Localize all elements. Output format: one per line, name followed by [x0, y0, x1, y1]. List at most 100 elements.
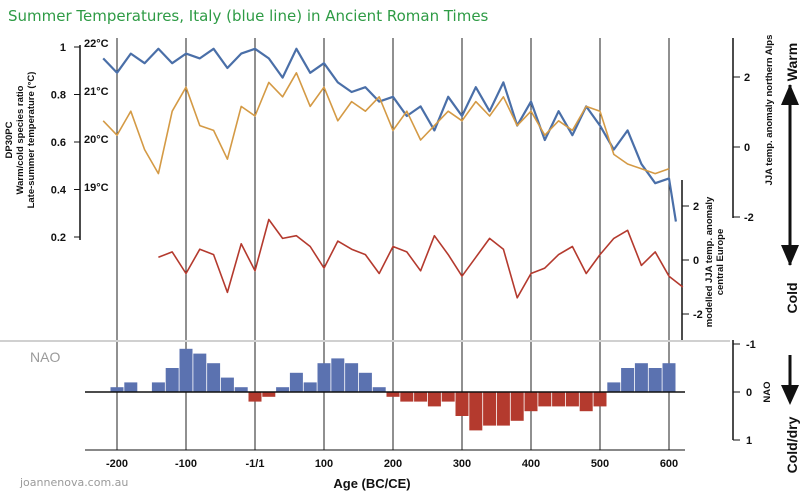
nao-bar	[510, 392, 524, 421]
x-axis: -200 -100 -1/1 100 200 300 400 500 600 Age (BC/C…	[85, 449, 685, 491]
nao-bar	[483, 392, 497, 426]
nao-bar	[345, 363, 359, 392]
x-tick-label: 200	[384, 458, 402, 470]
x-tick-label: -200	[106, 458, 128, 470]
nao-bar	[496, 392, 510, 426]
temp-tick-label: 21°C	[84, 86, 109, 98]
nao-bar	[151, 382, 165, 392]
nao-bar	[579, 392, 593, 412]
nao-axis: -1 0 1 NAO	[732, 339, 773, 447]
mid-axis: 2 0 -2 modelled JJA temp. anomalycentral E…	[681, 180, 726, 340]
warm-label: Warm	[784, 43, 800, 81]
nao-bar	[331, 358, 345, 392]
arrow-down-icon	[781, 385, 799, 405]
x-tick-label: 600	[660, 458, 678, 470]
arrow-down-icon	[781, 245, 799, 266]
nao-bar	[538, 392, 552, 407]
left-axis-label-line: DP30PC	[4, 121, 15, 158]
nao-bar	[220, 377, 234, 392]
right-tick-label: 2	[744, 72, 750, 84]
nao-panel-label: NAO	[30, 349, 60, 365]
nao-bar	[289, 372, 303, 392]
x-tick-label: 400	[522, 458, 540, 470]
nao-bar	[179, 348, 193, 392]
nao-bar	[303, 382, 317, 392]
x-tick-label: 500	[591, 458, 609, 470]
cold-dry-label: Cold/dry	[784, 416, 800, 473]
chart-title: Summer Temperatures, Italy (blue line) i…	[8, 7, 489, 25]
mid-axis-label: modelled JJA temp. anomalycentral Europe	[704, 196, 726, 327]
left-axis-label-line: Late-summer temperature (°C)	[26, 72, 37, 209]
nao-bar	[358, 372, 372, 392]
nao-bar	[565, 392, 579, 407]
series-lines	[102, 47, 684, 299]
x-tick-label: -100	[175, 458, 197, 470]
nao-bar	[524, 392, 538, 412]
nao-bar	[648, 368, 662, 392]
nao-bar	[372, 387, 386, 392]
right-tick-label: 0	[744, 142, 750, 154]
series-line-red	[158, 218, 684, 299]
left-axis-label-line: Warm/cold species ratio	[15, 85, 26, 194]
nao-bar	[207, 363, 221, 392]
nao-tick-label: 0	[746, 387, 752, 399]
nao-axis-label: NAO	[762, 381, 773, 402]
nao-bar	[262, 392, 276, 397]
left-tick-label: 1	[60, 42, 66, 54]
nao-bar	[400, 392, 414, 402]
nao-bar	[552, 392, 566, 407]
nao-bar	[427, 392, 441, 407]
left-tick-label: 0.6	[51, 137, 66, 149]
nao-bar	[165, 368, 179, 392]
left-tick-label: 0.2	[51, 232, 66, 244]
series-line-blue	[102, 47, 677, 222]
nao-bar	[124, 382, 138, 392]
nao-bar	[662, 363, 676, 392]
nao-bar	[455, 392, 469, 416]
nao-bar	[386, 392, 400, 397]
mid-axis-label-line: central Europe	[715, 229, 726, 296]
temp-tick-label: 20°C	[84, 134, 109, 146]
mid-tick-label: 2	[693, 201, 699, 213]
nao-bar	[414, 392, 428, 402]
warm-cold-indicator: Warm Cold	[781, 43, 800, 314]
x-tick-label: 100	[315, 458, 333, 470]
left-axis-label: DP30PCWarm/cold species ratioLate-summer…	[4, 72, 37, 209]
nao-bar	[276, 387, 290, 392]
nao-bar	[110, 387, 124, 392]
arrow-up-icon	[781, 84, 799, 105]
nao-tick-label: -1	[746, 339, 756, 351]
site-credit: joannenova.com.au	[19, 476, 128, 489]
panel-divider	[0, 340, 730, 342]
cold-label: Cold	[784, 282, 800, 313]
nao-bar	[234, 387, 248, 392]
left-tick-label: 0.4	[51, 185, 67, 197]
cold-dry-indicator: Cold/dry	[781, 355, 800, 473]
left-tick-label: 0.8	[51, 90, 66, 102]
vertical-gridlines	[116, 38, 670, 450]
temp-tick-label: 22°C	[84, 38, 109, 50]
series-line-orange	[102, 72, 670, 175]
nao-bars	[110, 348, 676, 431]
right-axis-label: JJA temp. anomaly northern Alps	[764, 35, 775, 186]
mid-axis-label-line: modelled JJA temp. anomaly	[704, 196, 715, 327]
nao-tick-label: 1	[746, 435, 752, 447]
mid-tick-label: 0	[693, 255, 699, 267]
x-tick-label: 300	[453, 458, 471, 470]
left-axis: 1 0.8 0.6 0.4 0.2 22°C 21°C 20°C 19°C DP30PCWar…	[4, 38, 109, 244]
nao-bar	[193, 353, 207, 392]
nao-bar	[248, 392, 262, 402]
mid-tick-label: -2	[693, 309, 703, 321]
nao-bar	[621, 368, 635, 392]
right-tick-label: -2	[744, 212, 754, 224]
x-axis-label: Age (BC/CE)	[333, 476, 410, 491]
nao-bar	[317, 363, 331, 392]
nao-bar	[593, 392, 607, 407]
right-axis: 2 0 -2 JJA temp. anomaly northern Alps	[732, 35, 775, 224]
nao-bar	[607, 382, 621, 392]
x-tick-label: -1/1	[246, 458, 265, 470]
nao-bar	[441, 392, 455, 402]
nao-bar	[469, 392, 483, 431]
temp-tick-label: 19°C	[84, 182, 109, 194]
